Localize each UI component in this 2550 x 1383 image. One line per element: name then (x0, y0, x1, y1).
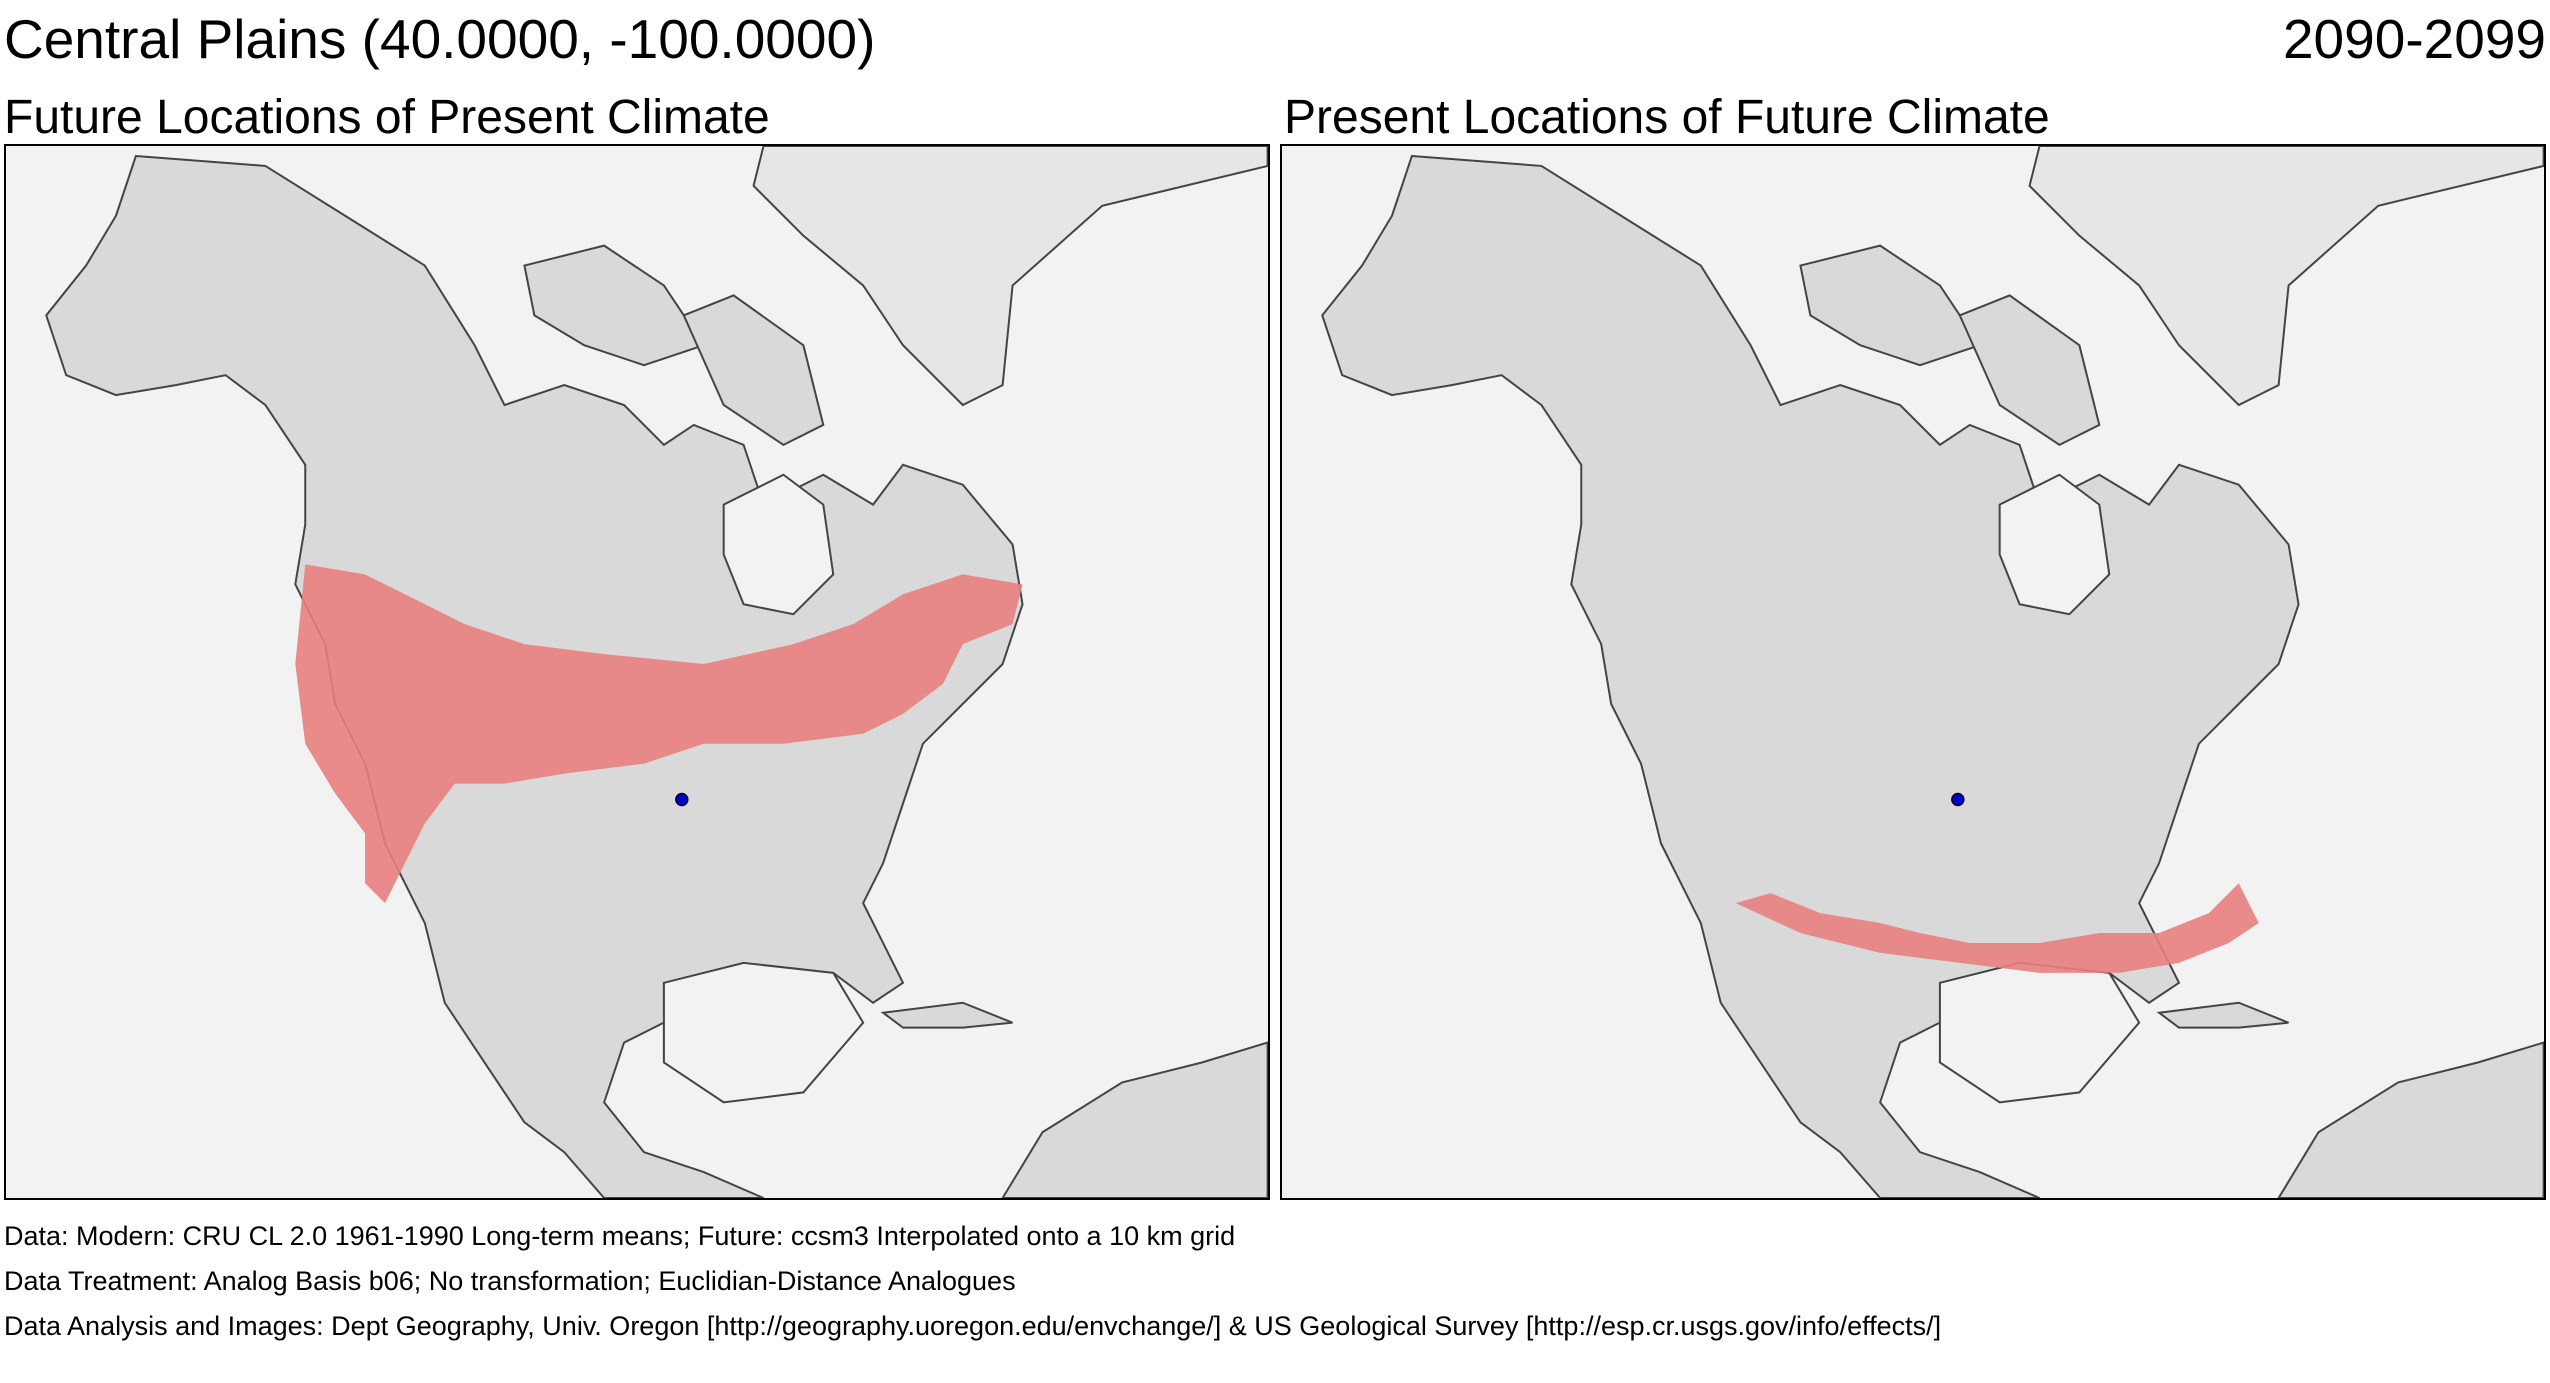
site-marker (675, 792, 689, 807)
present-locations-map (1280, 144, 2546, 1200)
analog-region (1735, 883, 2259, 973)
hudson-bay (722, 473, 835, 616)
cuba-land (2156, 1001, 2289, 1029)
period-label: 2090-2099 (2282, 8, 2546, 70)
footer-analysis-credits: Data Analysis and Images: Dept Geography… (4, 1311, 1942, 1341)
south-america-land (2277, 1041, 2544, 1198)
gulf-of-mexico (662, 961, 865, 1104)
baffin-island (1958, 294, 2101, 447)
left-panel-title: Future Locations of Present Climate (4, 91, 770, 144)
right-panel-title: Present Locations of Future Climate (1284, 91, 2050, 144)
footer-data-source: Data: Modern: CRU CL 2.0 1961-1990 Long-… (4, 1221, 1236, 1251)
south-america-land (1001, 1041, 1268, 1198)
arctic-islands (523, 244, 706, 367)
cuba-land (880, 1001, 1013, 1029)
land-masses (1321, 146, 2544, 1198)
greenland-land (752, 146, 1268, 407)
greenland-land (2028, 146, 2544, 407)
hudson-bay (1998, 473, 2111, 616)
future-locations-map (4, 144, 1270, 1200)
analog-region (295, 564, 1023, 904)
baffin-island (682, 294, 825, 447)
site-marker (1951, 792, 1965, 807)
map-title: Central Plains (40.0000, -100.0000) (4, 8, 876, 70)
footer-data-treatment: Data Treatment: Analog Basis b06; No tra… (4, 1266, 1016, 1296)
arctic-islands (1799, 244, 1982, 367)
